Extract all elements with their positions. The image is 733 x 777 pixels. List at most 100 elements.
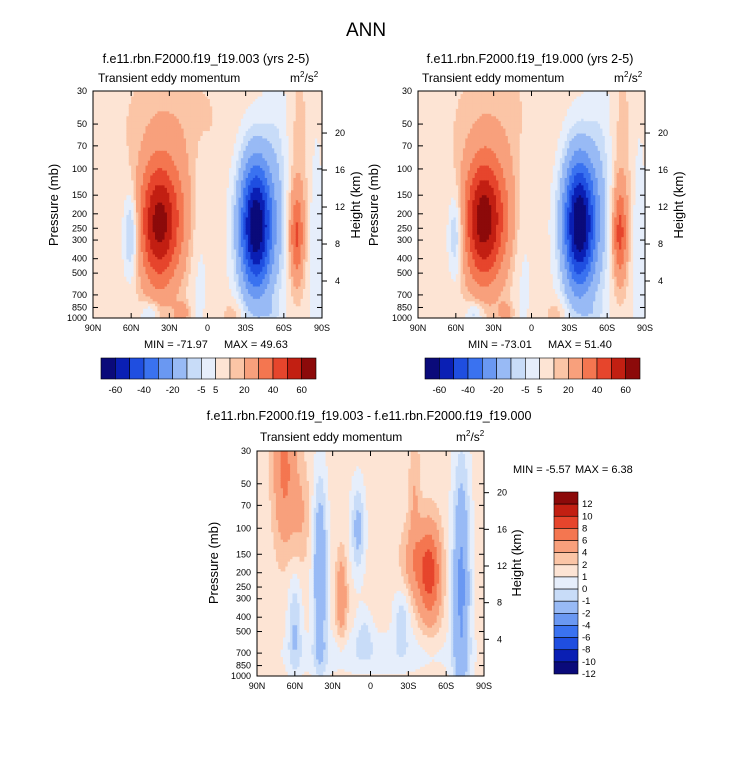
- field-cell: [145, 239, 149, 243]
- field-cell: [174, 290, 178, 294]
- field-cell: [166, 120, 170, 124]
- field-cell: [112, 192, 116, 196]
- field-cell: [133, 305, 137, 309]
- panel-subtitle: Transient eddy momentum: [260, 430, 402, 444]
- field-cell: [169, 248, 173, 252]
- field-cell: [95, 162, 99, 166]
- field-cell: [104, 137, 108, 141]
- field-cell: [159, 140, 163, 144]
- field-cell: [109, 310, 113, 314]
- field-cell: [116, 152, 120, 156]
- field-cell: [121, 305, 125, 309]
- field-cell: [124, 221, 127, 225]
- field-cell: [112, 157, 116, 161]
- field-cell: [126, 132, 130, 137]
- field-cell: [102, 271, 106, 275]
- field-cell: [131, 118, 135, 122]
- field-cell: [162, 246, 166, 250]
- field-cell: [104, 199, 108, 203]
- field-cell: [162, 182, 166, 186]
- field-cell: [133, 271, 137, 275]
- field-cell: [124, 273, 127, 277]
- field-cell: [124, 283, 127, 287]
- field-cell: [107, 93, 111, 97]
- field-cell: [93, 118, 96, 122]
- field-cell: [145, 140, 149, 144]
- field-cell: [166, 160, 170, 164]
- field-cell: [128, 199, 132, 203]
- field-cell: [121, 253, 125, 257]
- field-cell: [138, 125, 142, 129]
- field-cell: [104, 246, 108, 250]
- field-cell: [126, 266, 130, 270]
- field-cell: [95, 303, 99, 307]
- field-cell: [114, 280, 118, 285]
- field-cell: [109, 98, 113, 102]
- field-cell: [97, 145, 101, 149]
- field-cell: [100, 278, 104, 282]
- field-cell: [131, 251, 135, 255]
- field-cell: [119, 130, 123, 134]
- field-cell: [112, 199, 116, 203]
- field-cell: [126, 147, 130, 151]
- field-cell: [112, 130, 116, 134]
- field-cell: [109, 189, 113, 193]
- field-cell: [116, 305, 120, 309]
- field-cell: [109, 219, 113, 223]
- field-cell: [104, 278, 108, 282]
- field-cell: [133, 120, 137, 124]
- field-cell: [162, 152, 166, 156]
- field-cell: [109, 298, 113, 302]
- field-cell: [112, 276, 116, 280]
- field-cell: [126, 293, 130, 297]
- field-cell: [166, 216, 170, 220]
- field-cell: [114, 276, 118, 280]
- field-cell: [95, 204, 99, 208]
- field-cell: [138, 199, 142, 203]
- field-cell: [133, 248, 137, 252]
- field-cell: [159, 132, 163, 137]
- field-cell: [171, 308, 175, 312]
- field-cell: [135, 246, 139, 250]
- field-cell: [119, 248, 123, 252]
- field-cell: [126, 224, 130, 228]
- field-cell: [107, 256, 111, 260]
- field-cell: [145, 150, 149, 154]
- field-cell: [100, 93, 104, 97]
- field-cell: [100, 115, 104, 119]
- field-cell: [124, 197, 127, 201]
- field-cell: [128, 120, 132, 124]
- field-cell: [116, 236, 120, 240]
- field-cell: [107, 206, 111, 211]
- field-cell: [107, 98, 111, 102]
- field-cell: [138, 290, 142, 294]
- field-cell: [140, 239, 144, 243]
- field-cell: [133, 211, 137, 215]
- field-cell: [121, 155, 125, 159]
- field-cell: [128, 280, 132, 285]
- field-cell: [159, 293, 163, 297]
- field-cell: [107, 219, 111, 223]
- field-cell: [114, 248, 118, 252]
- field-cell: [112, 165, 116, 169]
- field-cell: [114, 216, 118, 220]
- field-cell: [112, 305, 116, 309]
- units-label: m2/s2: [614, 70, 643, 85]
- field-cell: [166, 305, 170, 309]
- field-cell: [121, 160, 125, 164]
- panel-diff: f.e11.rbn.F2000.f19_f19.003 - f.e11.rbn.…: [206, 409, 633, 604]
- field-cell: [107, 123, 111, 127]
- field-cell: [150, 120, 154, 124]
- units-sup: 2: [300, 70, 305, 79]
- field-cell: [159, 216, 163, 220]
- field-cell: [143, 115, 147, 119]
- field-cell: [124, 258, 127, 262]
- field-cell: [131, 182, 135, 186]
- field-cell: [133, 246, 137, 250]
- field-cell: [171, 211, 175, 215]
- field-cell: [159, 298, 163, 302]
- field-cell: [116, 113, 120, 117]
- field-cell: [138, 184, 142, 188]
- field-cell: [169, 150, 173, 154]
- field-cell: [150, 110, 154, 114]
